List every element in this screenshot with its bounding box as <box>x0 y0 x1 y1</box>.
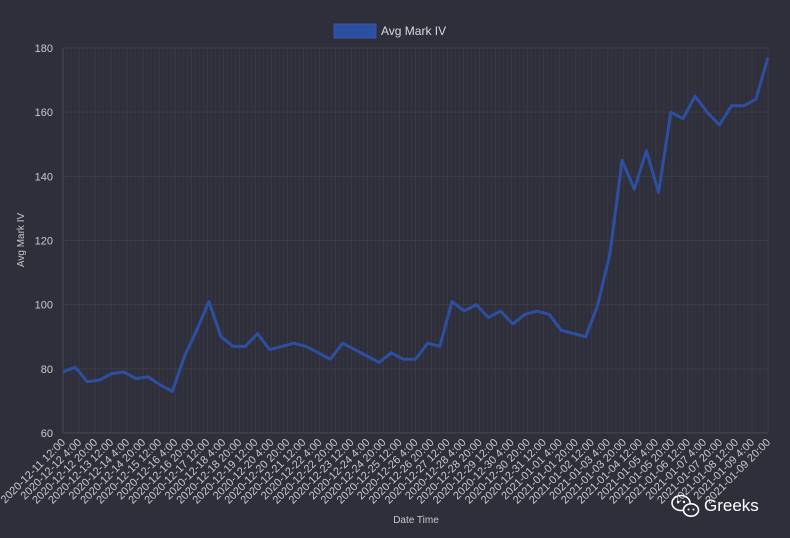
data-point[interactable] <box>632 187 636 191</box>
watermark-text: Greeks <box>704 496 759 515</box>
data-point[interactable] <box>134 377 138 381</box>
data-point[interactable] <box>717 123 721 127</box>
watermark: Greeks <box>671 494 759 517</box>
data-point[interactable] <box>231 344 235 348</box>
data-point[interactable] <box>219 335 223 339</box>
data-point[interactable] <box>73 365 77 369</box>
series-layer <box>61 56 770 393</box>
data-point[interactable] <box>705 110 709 114</box>
data-point[interactable] <box>98 378 102 382</box>
data-point[interactable] <box>61 370 65 374</box>
data-point[interactable] <box>547 312 551 316</box>
data-point[interactable] <box>158 383 162 387</box>
data-point[interactable] <box>474 303 478 307</box>
legend-swatch[interactable] <box>333 23 377 39</box>
data-point[interactable] <box>596 303 600 307</box>
data-point[interactable] <box>754 97 758 101</box>
data-point[interactable] <box>693 94 697 98</box>
y-tick-label: 100 <box>35 300 53 312</box>
data-point[interactable] <box>353 348 357 352</box>
gridlines <box>62 47 769 434</box>
data-point[interactable] <box>681 117 685 121</box>
y-tick-label: 120 <box>35 236 53 248</box>
data-point[interactable] <box>730 104 734 108</box>
data-point[interactable] <box>401 357 405 361</box>
data-point[interactable] <box>462 309 466 313</box>
series-line-avg-mark-iv[interactable] <box>62 57 770 393</box>
data-point[interactable] <box>146 375 150 379</box>
data-point[interactable] <box>414 357 418 361</box>
data-point[interactable] <box>389 351 393 355</box>
data-point[interactable] <box>608 251 612 255</box>
data-point[interactable] <box>256 332 260 336</box>
data-point[interactable] <box>292 341 296 345</box>
data-point[interactable] <box>669 110 673 114</box>
data-point[interactable] <box>450 300 454 304</box>
x-axis-title: Date Time <box>393 515 439 526</box>
y-tick-label: 80 <box>41 364 53 376</box>
data-point[interactable] <box>426 341 430 345</box>
data-point[interactable] <box>243 344 247 348</box>
y-tick-label: 60 <box>41 428 53 440</box>
wechat-icon <box>671 494 700 517</box>
data-point[interactable] <box>122 370 126 374</box>
data-point[interactable] <box>584 335 588 339</box>
data-point[interactable] <box>657 190 661 194</box>
data-point[interactable] <box>377 360 381 364</box>
y-tick-label: 180 <box>35 43 53 55</box>
data-point[interactable] <box>316 351 320 355</box>
data-point[interactable] <box>268 348 272 352</box>
data-point[interactable] <box>644 149 648 153</box>
legend[interactable]: Avg Mark IV <box>333 23 446 39</box>
data-point[interactable] <box>742 104 746 108</box>
legend-label[interactable]: Avg Mark IV <box>381 24 446 38</box>
data-point[interactable] <box>486 316 490 320</box>
data-point[interactable] <box>572 332 576 336</box>
data-point[interactable] <box>170 389 174 393</box>
data-point[interactable] <box>85 380 89 384</box>
data-point[interactable] <box>559 328 563 332</box>
data-point[interactable] <box>766 56 770 60</box>
data-point[interactable] <box>183 354 187 358</box>
data-point[interactable] <box>365 354 369 358</box>
data-point[interactable] <box>110 372 114 376</box>
data-point[interactable] <box>499 309 503 313</box>
data-point[interactable] <box>511 322 515 326</box>
data-point[interactable] <box>523 312 527 316</box>
y-tick-label: 160 <box>35 107 53 119</box>
data-point[interactable] <box>535 309 539 313</box>
data-point[interactable] <box>280 344 284 348</box>
data-point[interactable] <box>328 357 332 361</box>
data-point[interactable] <box>341 341 345 345</box>
data-point[interactable] <box>438 344 442 348</box>
data-point[interactable] <box>195 328 199 332</box>
data-point[interactable] <box>207 300 211 304</box>
y-axis-title: Avg Mark IV <box>16 213 27 268</box>
data-point[interactable] <box>620 158 624 162</box>
y-tick-label: 140 <box>35 171 53 183</box>
data-point[interactable] <box>304 344 308 348</box>
